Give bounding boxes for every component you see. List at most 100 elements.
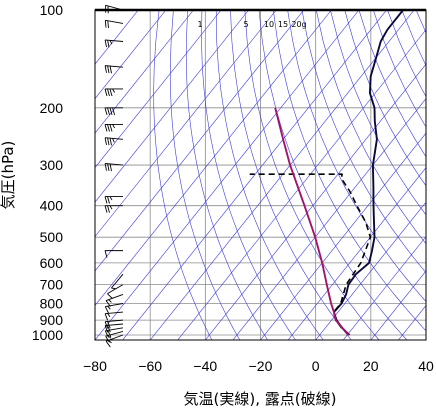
barb-staff <box>105 39 124 42</box>
barb-feather <box>108 299 112 303</box>
barb-feather <box>107 325 111 333</box>
dry-adiabat-line <box>358 10 426 158</box>
wind-barb <box>104 327 124 338</box>
sounding-profiles <box>249 10 404 336</box>
barb-feather <box>109 124 113 132</box>
barb-feather <box>104 330 109 338</box>
barb-feather <box>105 340 111 348</box>
barb-feather <box>107 107 110 115</box>
barb-feather <box>107 293 113 300</box>
barb-staff <box>105 327 124 332</box>
barb-staff <box>107 284 124 295</box>
barb-feather <box>104 137 107 146</box>
dry-adiabat-line <box>330 10 426 216</box>
barb-feather <box>107 330 112 338</box>
barb-feather <box>109 163 112 172</box>
x-tick-label: 0 <box>312 358 320 374</box>
barb-feather <box>107 163 110 171</box>
isotherm-line <box>95 10 277 238</box>
isotherm-line <box>342 236 426 340</box>
dry-adiabat-line <box>430 10 436 342</box>
barb-feather <box>107 335 112 339</box>
barb-feather <box>109 107 113 115</box>
barb-feather <box>104 313 109 321</box>
x-axis-label: 気温(実線), 露点(破線) <box>184 390 337 408</box>
barb-staff <box>111 273 124 289</box>
y-tick-label: 100 <box>40 2 64 18</box>
temperature-profile <box>332 10 404 336</box>
mixing-ratio-label: 5 <box>243 20 248 29</box>
wind-barb <box>104 65 124 74</box>
x-tick-labels: −80 −60 −40 −20 0 20 40 <box>83 358 434 374</box>
wind-barb <box>104 205 123 213</box>
isotherm-line <box>95 10 139 65</box>
isotherm-line <box>315 201 426 340</box>
y-tick-label: 500 <box>40 229 64 245</box>
dry-adiabat-line <box>273 10 426 332</box>
barb-feather <box>107 88 110 97</box>
y-tick-label: 600 <box>40 255 64 271</box>
barb-feather <box>112 124 115 129</box>
wind-barb <box>104 250 123 258</box>
barb-feather <box>107 305 111 310</box>
wind-barb <box>104 39 124 48</box>
isotherm-line <box>177 29 426 340</box>
dry-adiabat-line <box>258 10 408 340</box>
x-tick-label: 20 <box>363 358 379 374</box>
x-tick-label: −60 <box>138 358 162 374</box>
temperature-profile <box>274 107 350 336</box>
isotherm-line <box>260 132 426 340</box>
x-tick-label: 40 <box>418 358 434 374</box>
barb-feather <box>107 321 111 329</box>
wind-barbs <box>104 4 124 348</box>
wind-barb <box>104 323 124 333</box>
isotherm-line <box>232 98 426 340</box>
barb-feather <box>109 205 113 210</box>
barb-feather <box>112 107 116 115</box>
wind-barb <box>104 196 123 204</box>
y-tick-label: 800 <box>40 296 64 312</box>
guide-lines <box>95 10 436 342</box>
wind-barb <box>111 273 124 290</box>
dry-adiabat-line <box>153 10 213 340</box>
x-tick-label: −40 <box>193 358 217 374</box>
barb-feather <box>107 137 110 146</box>
barb-staff <box>105 137 124 140</box>
barb-feather <box>104 39 107 48</box>
wind-barb <box>104 107 123 115</box>
barb-feather <box>107 40 110 48</box>
barb-feather <box>108 339 112 344</box>
dry-adiabat-line <box>315 10 426 245</box>
barb-feather <box>105 335 110 343</box>
barb-feather <box>112 88 115 93</box>
isotherm-line <box>204 63 426 340</box>
barb-feather <box>104 205 108 213</box>
dry-adiabat-line <box>344 10 426 187</box>
dry-adiabat-line <box>373 10 426 128</box>
y-tick-label: 1000 <box>32 327 63 343</box>
barb-feather <box>107 124 110 132</box>
barb-feather <box>109 40 113 45</box>
x-tick-label: −80 <box>83 358 107 374</box>
barb-feather <box>105 300 111 307</box>
y-tick-label: 200 <box>40 100 64 116</box>
isotherm-line <box>95 10 360 340</box>
isotherm-line <box>398 305 426 340</box>
wind-barb <box>104 319 124 329</box>
y-tick-label: 300 <box>40 157 64 173</box>
wind-barb <box>104 88 123 97</box>
dry-adiabat-line <box>169 10 241 340</box>
isotherm-line <box>95 10 305 272</box>
x-tick-label: −20 <box>249 358 273 374</box>
barb-feather <box>107 205 110 213</box>
dry-adiabat-line <box>215 10 324 340</box>
barb-feather <box>104 20 107 28</box>
dry-adiabat-line <box>287 10 426 303</box>
barb-feather <box>104 124 108 132</box>
barb-staff <box>105 163 124 166</box>
barb-staff <box>105 65 124 68</box>
barb-feather <box>107 20 109 29</box>
barb-feather <box>104 250 108 258</box>
wind-barb <box>104 303 124 314</box>
